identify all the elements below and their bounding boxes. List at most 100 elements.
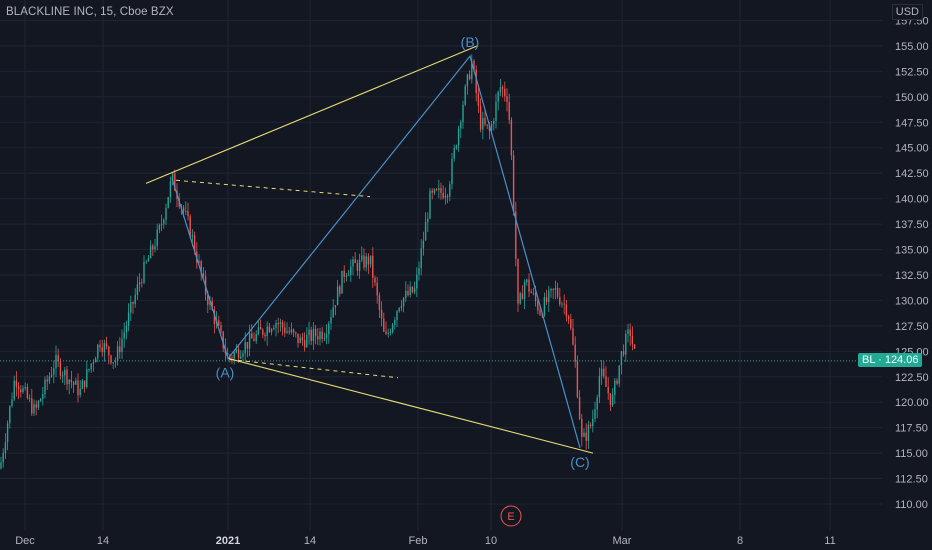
candle-body	[484, 118, 486, 125]
candle-body	[440, 188, 442, 193]
candle-body	[605, 376, 607, 387]
candle-body	[143, 261, 145, 283]
candle-body	[433, 189, 436, 193]
earnings-event-marker[interactable]: E	[500, 505, 522, 527]
y-tick-label: 137.50	[895, 219, 929, 231]
candle-body	[512, 155, 515, 212]
candle-body	[581, 418, 583, 437]
candle-body	[138, 282, 141, 285]
candle-body	[2, 452, 4, 463]
candle-body	[583, 432, 585, 437]
x-tick-label: 8	[737, 535, 743, 547]
y-tick-label: 117.50	[895, 423, 928, 435]
candle-body	[119, 346, 121, 353]
candle-body	[572, 328, 574, 345]
candle-body	[633, 344, 636, 349]
candle-body	[116, 346, 119, 362]
candle-body	[97, 344, 99, 359]
candle-body	[193, 235, 196, 252]
candle-body	[233, 352, 235, 359]
candle-body	[273, 328, 275, 330]
candle-body	[292, 329, 295, 333]
candle-body	[112, 362, 114, 364]
candle-body	[266, 326, 268, 337]
candle-body	[361, 255, 363, 260]
candle-body	[50, 374, 53, 377]
candle-body	[391, 324, 394, 333]
candle-body	[114, 361, 117, 363]
candle-body	[31, 398, 33, 414]
candle-body	[444, 195, 447, 198]
candle-body	[374, 277, 376, 283]
candle-body	[405, 290, 407, 298]
candle-body	[627, 329, 629, 334]
candle-body	[253, 338, 255, 341]
candle-body	[64, 369, 66, 376]
candle-body	[548, 290, 550, 303]
candle-body	[394, 319, 396, 325]
candle-body	[88, 369, 90, 371]
candle-body	[299, 337, 301, 344]
candle-body	[295, 332, 297, 334]
candle-body	[160, 223, 163, 226]
candle-body	[13, 380, 15, 400]
x-tick-label: Dec	[15, 535, 35, 547]
candle-body	[407, 290, 409, 295]
event-marker-label: E	[507, 511, 514, 523]
candle-body	[449, 184, 451, 197]
candle-body	[262, 329, 264, 335]
candle-body	[398, 307, 400, 312]
wave-label: (C)	[570, 454, 589, 470]
candle-body	[312, 329, 315, 341]
candle-body	[257, 326, 260, 334]
candle-body	[462, 104, 464, 123]
candle-body	[607, 386, 609, 394]
candle-body	[134, 294, 136, 304]
currency-label[interactable]: USD	[891, 4, 923, 20]
candle-body	[270, 329, 273, 333]
y-tick-label: 122.50	[895, 372, 929, 384]
candle-body	[325, 334, 328, 338]
candle-body	[81, 380, 84, 389]
candle-body	[418, 268, 420, 275]
candle-body	[387, 332, 389, 334]
candle-body	[191, 235, 194, 237]
last-price-tag: BL · 124.06	[858, 353, 923, 367]
candle-body	[611, 394, 614, 406]
candle-body	[297, 333, 299, 344]
candle-body	[6, 423, 9, 443]
candle-body	[92, 362, 95, 364]
candle-body	[446, 195, 449, 197]
candle-body	[211, 301, 213, 310]
candle-body	[631, 336, 634, 345]
candle-body	[222, 331, 224, 349]
candle-body	[475, 69, 477, 94]
candle-body	[132, 302, 134, 304]
candle-body	[466, 74, 469, 87]
candle-body	[136, 284, 139, 295]
candle-body	[28, 398, 31, 399]
candle-body	[37, 401, 40, 408]
candle-body	[347, 275, 350, 276]
candle-body	[169, 181, 172, 198]
candle-body	[72, 382, 75, 385]
candle-body	[11, 399, 13, 406]
candle-body	[152, 245, 154, 250]
candle-body	[130, 302, 132, 313]
candle-body	[435, 189, 438, 191]
candle-body	[174, 173, 176, 191]
candle-body	[603, 368, 605, 377]
candle-body	[372, 255, 374, 278]
candle-body	[468, 74, 471, 80]
candle-body	[213, 309, 216, 324]
candle-body	[187, 210, 189, 217]
y-tick-label: 130.00	[895, 295, 929, 307]
candle-body	[308, 329, 310, 336]
candle-body	[508, 102, 510, 120]
candle-body	[501, 87, 504, 89]
y-tick-label: 155.00	[895, 41, 929, 53]
candle-body	[237, 349, 240, 359]
candle-body	[517, 258, 519, 304]
candle-body	[594, 409, 596, 419]
